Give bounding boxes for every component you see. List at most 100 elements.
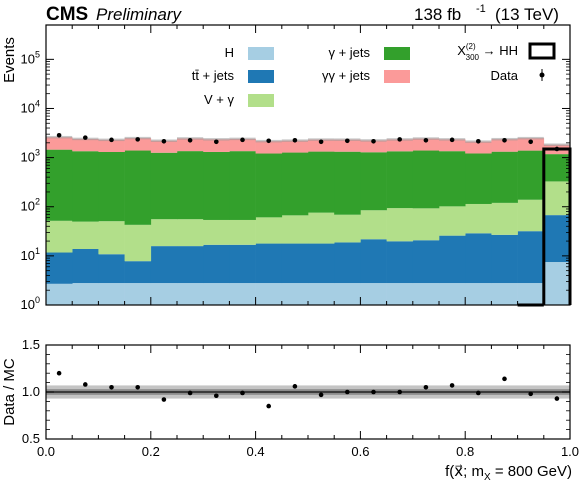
ratio-point [397,389,403,395]
bar [124,138,152,151]
bar [229,151,256,220]
bar [177,138,204,152]
data-point [161,138,167,144]
bar [72,138,99,152]
data-point [135,137,140,142]
bar [98,139,125,152]
y-tick-label: 103 [21,148,40,165]
legend-label-2: V + γ [204,92,234,107]
bar [334,214,361,243]
bar [98,254,125,284]
bar [150,219,178,247]
bar [412,138,440,151]
ratio-point [423,385,429,390]
bar [360,152,387,211]
ratio-point [161,397,167,402]
y-tick-label: 102 [21,197,40,214]
bar [177,219,204,247]
bar [98,221,125,255]
data-points [56,132,560,152]
bar [72,283,99,305]
legend-swatch-2 [248,94,274,107]
bar [412,150,440,209]
data-point [502,138,507,143]
data-point [214,139,219,145]
bar [255,283,283,305]
data-point [554,146,560,152]
bar [177,151,204,220]
legend-swatch-3 [384,47,410,60]
bar [98,151,125,222]
legend-swatch-1 [248,70,274,83]
bar [255,153,283,218]
x-tick-label: 0.0 [37,444,55,459]
bar [360,140,387,153]
bar [439,235,466,284]
x-axis-label: f(x⃗; mX = 800 GeV) [445,463,572,482]
ratio-y-axis-label: Data / MC [1,358,18,426]
legend-label-data: Data [491,68,519,83]
data-point [187,138,193,143]
bar [543,181,571,216]
data-point [292,138,298,143]
bar [150,140,178,153]
data-point [449,137,455,143]
ratio-point [292,384,298,389]
bar [229,283,256,305]
x-tick-label: 1.0 [561,444,579,459]
main-x-ticks [45,25,571,305]
bar [360,239,387,284]
ratio-point [83,382,88,387]
bar [46,220,73,253]
ratio-x-ticks: 0.0 0.2 0.4 0.6 0.8 1.0 [37,345,579,459]
bar [229,244,256,284]
bar [255,141,283,154]
bar [229,138,256,152]
bar [281,140,309,153]
bar [491,234,518,284]
bar [72,248,99,284]
legend-label-3: γ + jets [328,45,370,60]
data-point [318,139,324,145]
ratio-point [345,389,350,395]
bar [517,138,545,151]
bar [308,243,335,284]
data-point [109,137,114,143]
bar [203,219,230,245]
bar [203,151,230,220]
series-1 [46,215,571,284]
ratio-y-tick-label: 1.0 [22,384,40,399]
bar [465,141,492,154]
experiment-label: CMS [46,4,88,25]
data-point [528,139,533,145]
ratio-point [109,385,114,390]
legend-label-0: H [225,45,234,60]
bar [334,151,361,215]
bar [150,246,178,284]
ratio-point [240,390,245,396]
ratio-point [135,385,140,390]
bar [281,152,309,216]
bar [124,283,152,305]
ratio-x-axis-label: f(x⃗; mX = 800 GeV) [445,463,572,482]
status-label: Preliminary [96,5,183,24]
ratio-point [528,391,533,397]
data-point [397,137,403,142]
bar [281,243,309,284]
ratio-point [214,393,219,399]
data-point [371,138,376,144]
bar [386,241,414,284]
bar [360,283,387,305]
y-tick-label: 101 [21,246,40,263]
x-tick-label: 0.6 [351,444,369,459]
bar [72,221,99,249]
bar [124,224,152,262]
series-3 [46,149,571,225]
bar [150,283,178,305]
bar [334,139,361,152]
legend-label-4: γγ + jets [322,68,371,83]
ratio-point [476,390,481,396]
bar [46,149,73,221]
bar [308,212,335,244]
